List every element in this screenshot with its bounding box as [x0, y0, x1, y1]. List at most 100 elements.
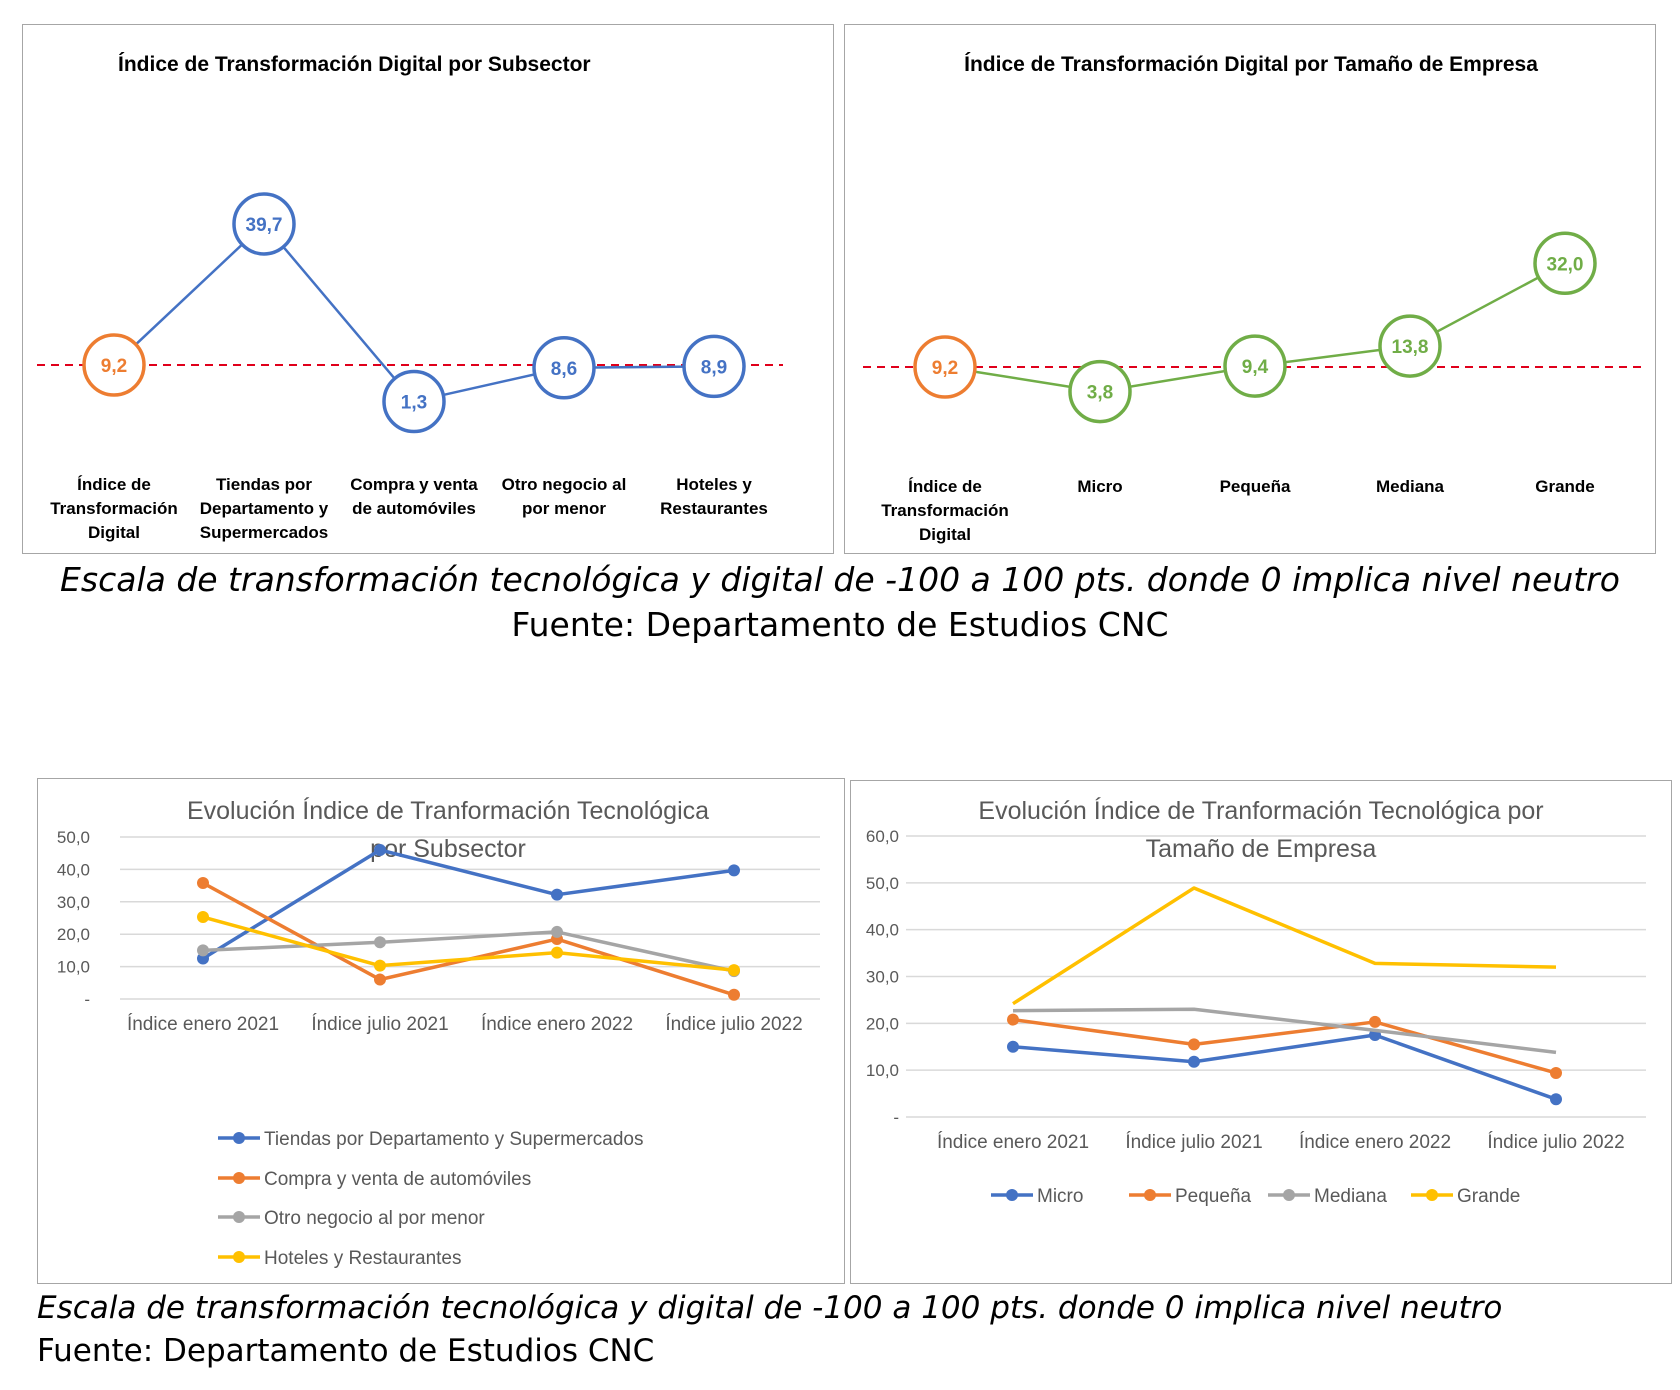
- x-tick-label: Índice enero 2021: [127, 1014, 279, 1035]
- data-point: [1188, 1055, 1200, 1068]
- bottom-source-note: Fuente: Departamento de Estudios CNC: [37, 1333, 655, 1369]
- legend-label: Grande: [1457, 1186, 1520, 1207]
- data-marker: [1068, 359, 1132, 424]
- legend-label: Hoteles y Restaurantes: [264, 1248, 462, 1269]
- category-label: Restaurantes: [660, 499, 768, 518]
- category-label: Grande: [1535, 477, 1595, 496]
- category-label: de automóviles: [352, 499, 476, 518]
- data-marker: [1223, 334, 1287, 398]
- data-marker: [913, 335, 977, 399]
- data-marker: [382, 369, 446, 434]
- category-label: Micro: [1077, 477, 1122, 496]
- chart-subsector-index-svg: Índice de Transformación Digital por Sub…: [37, 53, 783, 542]
- data-point: [728, 988, 740, 1001]
- data-label: 39,7: [246, 215, 283, 236]
- data-marker: [232, 192, 296, 256]
- x-tick-label: Índice julio 2022: [665, 1014, 802, 1035]
- data-point: [728, 964, 740, 977]
- data-label: 9,2: [932, 358, 958, 379]
- category-label: Otro negocio al: [502, 475, 627, 494]
- bottom-scale-note: Escala de transformación tecnológica y d…: [37, 1290, 1503, 1326]
- chart-company-size-index-svg: Índice de Transformación Digital por Tam…: [863, 53, 1645, 544]
- data-point: [1007, 1040, 1019, 1053]
- series-line: [202, 930, 735, 973]
- y-tick-label: 50,0: [866, 874, 899, 893]
- data-point: [1007, 1013, 1019, 1026]
- y-tick-label: 10,0: [57, 958, 90, 977]
- category-label: Tiendas por: [216, 475, 312, 494]
- data-marker: [1533, 231, 1597, 296]
- category-label: Índice de: [77, 475, 151, 494]
- y-tick-label: 30,0: [57, 893, 90, 912]
- legend-marker: [233, 1211, 245, 1223]
- data-point: [374, 959, 386, 972]
- chart-subsector-index: Índice de Transformación Digital por Sub…: [22, 24, 834, 554]
- y-tick-label: 30,0: [866, 968, 899, 987]
- data-point: [197, 944, 209, 957]
- data-point: [1550, 1093, 1562, 1106]
- chart-evolution-subsector: Evolución Índice de Tranformación Tecnol…: [37, 778, 845, 1284]
- y-tick-label: -: [84, 990, 90, 1009]
- series-line: [202, 915, 735, 972]
- y-tick-label: 50,0: [57, 828, 90, 847]
- y-tick-label: -: [893, 1108, 899, 1127]
- data-label: 1,3: [401, 393, 427, 414]
- data-point: [728, 864, 740, 877]
- legend-label: Otro negocio al por menor: [264, 1208, 485, 1229]
- data-label: 9,4: [1242, 357, 1269, 378]
- category-label: Transformación: [50, 499, 178, 518]
- chart-title: por Subsector: [370, 835, 526, 863]
- category-label: Departamento y: [200, 499, 329, 518]
- data-point: [1369, 1015, 1381, 1028]
- data-point: [551, 925, 563, 938]
- x-tick-label: Índice enero 2021: [937, 1132, 1089, 1153]
- legend-marker: [1283, 1189, 1295, 1201]
- data-point: [374, 843, 386, 856]
- data-point: [374, 936, 386, 949]
- legend-label: Compra y venta de automóviles: [264, 1169, 531, 1190]
- chart-title: Evolución Índice de Tranformación Tecnol…: [187, 796, 709, 825]
- x-tick-label: Índice julio 2022: [1487, 1132, 1624, 1153]
- y-tick-label: 20,0: [57, 925, 90, 944]
- category-label: Supermercados: [200, 523, 329, 542]
- series-line: [1012, 1033, 1557, 1101]
- legend-marker: [233, 1251, 245, 1263]
- y-tick-label: 40,0: [866, 921, 899, 940]
- data-marker: [682, 334, 746, 399]
- chart-title: Índice de Transformación Digital por Sub…: [118, 53, 591, 76]
- category-label: Índice de: [908, 477, 982, 496]
- data-label: 9,2: [101, 356, 127, 377]
- chart-evolution-company-size: Evolución Índice de Tranformación Tecnol…: [850, 780, 1672, 1284]
- category-label: Digital: [88, 523, 140, 542]
- legend-marker: [233, 1132, 245, 1144]
- data-marker: [532, 336, 596, 400]
- series-line: [1012, 886, 1557, 1006]
- legend-marker: [1426, 1189, 1438, 1201]
- data-point: [551, 946, 563, 959]
- data-point: [374, 973, 386, 986]
- chart-title: Evolución Índice de Tranformación Tecnol…: [978, 796, 1543, 825]
- data-label: 8,6: [551, 359, 577, 380]
- category-label: Hoteles y: [676, 475, 752, 494]
- category-label: por menor: [522, 499, 606, 518]
- data-marker: [82, 333, 146, 397]
- category-label: Digital: [919, 525, 971, 544]
- x-tick-label: Índice enero 2022: [481, 1014, 633, 1035]
- x-tick-label: Índice julio 2021: [311, 1014, 448, 1035]
- chart-title: Índice de Transformación Digital por Tam…: [964, 53, 1538, 76]
- data-point: [1188, 1038, 1200, 1051]
- data-point: [197, 911, 209, 924]
- data-label: 32,0: [1547, 254, 1584, 275]
- x-tick-label: Índice julio 2021: [1125, 1132, 1262, 1153]
- data-marker: [1378, 314, 1442, 378]
- data-label: 8,9: [701, 357, 727, 378]
- legend-label: Mediana: [1314, 1186, 1387, 1207]
- series-line: [1012, 1007, 1557, 1055]
- chart-evolution-subsector-svg: Evolución Índice de Tranformación Tecnol…: [57, 796, 820, 1269]
- y-tick-label: 20,0: [866, 1014, 899, 1033]
- top-scale-note: Escala de transformación tecnológica y d…: [60, 560, 1620, 599]
- chart-evolution-company-size-svg: Evolución Índice de Tranformación Tecnol…: [866, 796, 1646, 1207]
- series-line: [202, 848, 735, 960]
- series-line: [1012, 1017, 1557, 1075]
- legend-label: Micro: [1037, 1186, 1083, 1207]
